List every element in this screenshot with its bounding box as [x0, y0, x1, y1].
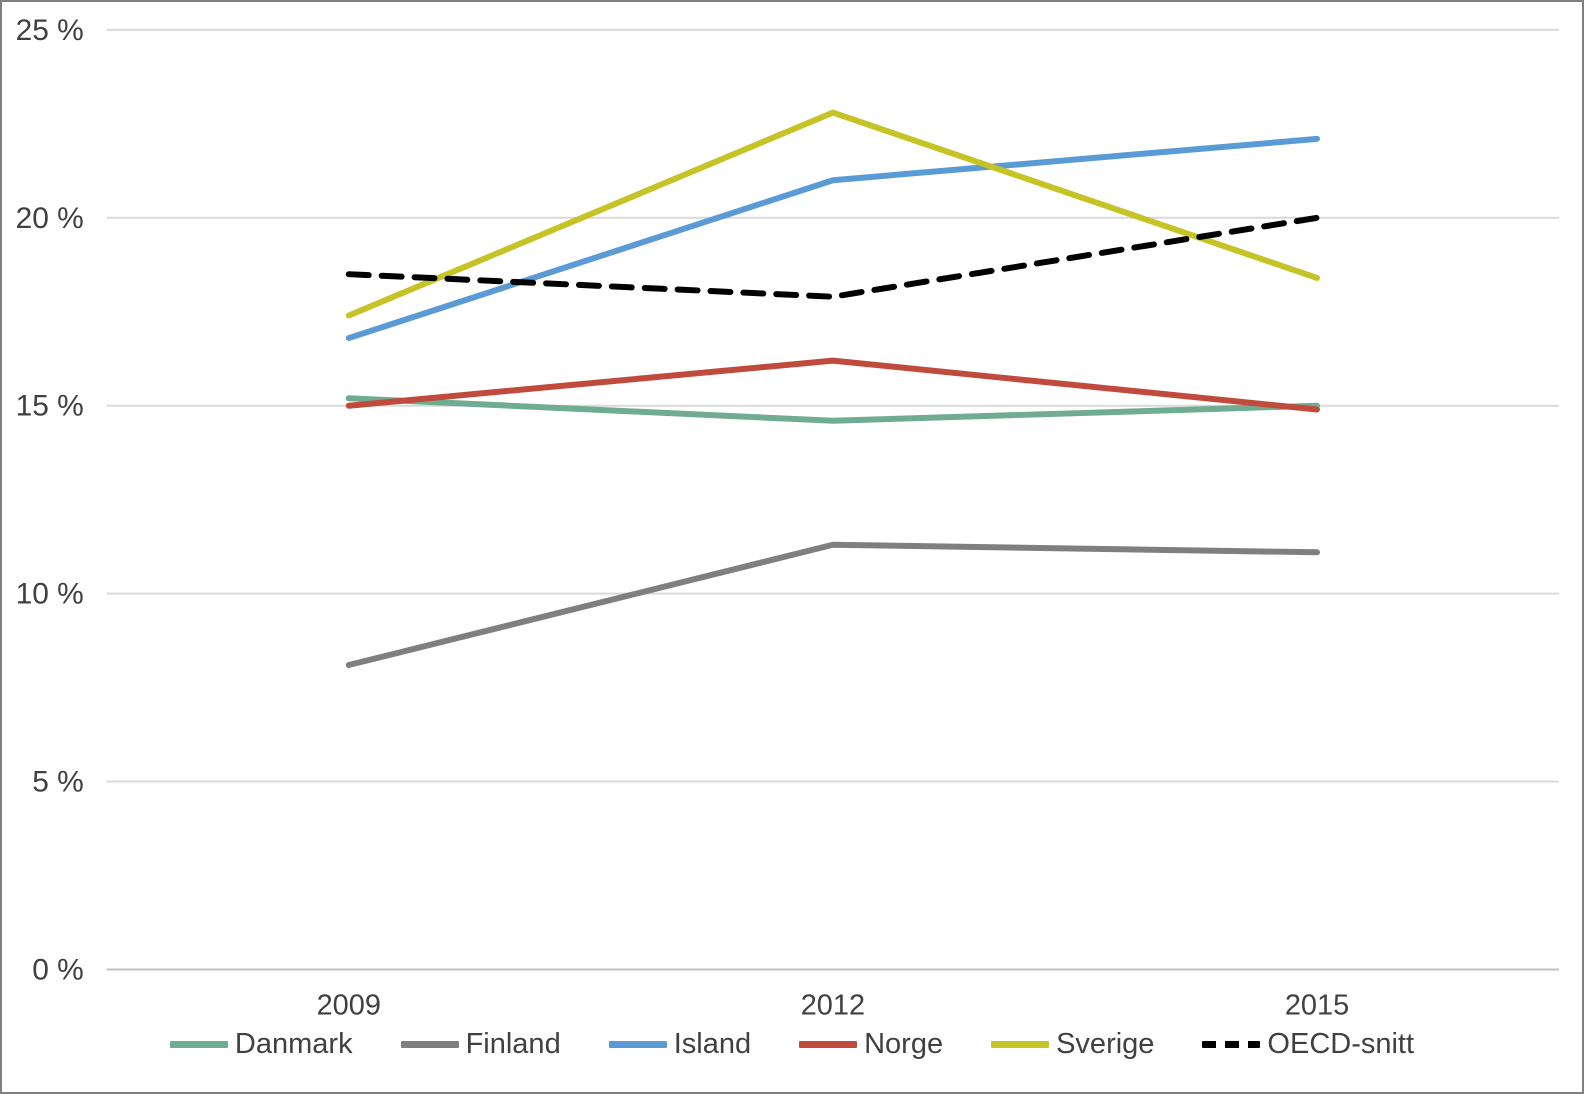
series-line-sverige [345, 109, 1320, 319]
series-line-island [345, 135, 1320, 342]
legend-item-sverige: Sverige [991, 1030, 1154, 1059]
series-line-danmark [345, 395, 1320, 424]
y-tick-label: 5 % [32, 766, 84, 799]
legend-swatch-oecd-snitt [1202, 1041, 1261, 1048]
series-line-oecd-snitt [345, 214, 1320, 300]
y-tick-label: 20 % [16, 202, 84, 235]
legend-item-norge: Norge [799, 1030, 943, 1059]
legend-item-finland: Finland [400, 1028, 561, 1060]
series-line-finland [345, 541, 1320, 669]
x-tick-label: 2012 [801, 989, 865, 1021]
y-tick-label: 0 % [32, 953, 84, 986]
legend-swatch-norge [799, 1041, 858, 1048]
y-tick-label: 10 % [16, 578, 84, 611]
x-tick-label: 2015 [1285, 989, 1349, 1021]
legend-label-island: Island [673, 1028, 752, 1060]
chart-legend: Danmark Finland Island Norge Sverige OECD-sni… [2, 1030, 1582, 1059]
legend-item-oecd-snitt: OECD-snitt [1202, 1030, 1414, 1059]
y-tick-label: 15 % [16, 390, 84, 423]
y-tick-label: 25 % [16, 14, 84, 47]
legend-swatch-island [608, 1041, 667, 1048]
series-line-norge [345, 357, 1320, 413]
legend-label-sverige: Sverige [1056, 1028, 1155, 1060]
legend-swatch-danmark [169, 1041, 228, 1048]
legend-label-danmark: Danmark [234, 1028, 353, 1060]
legend-item-danmark: Danmark [169, 1028, 353, 1060]
legend-label-finland: Finland [465, 1028, 561, 1060]
x-tick-label: 2009 [317, 989, 381, 1021]
legend-item-island: Island [608, 1028, 752, 1060]
legend-swatch-sverige [991, 1041, 1050, 1048]
legend-label-norge: Norge [864, 1028, 944, 1060]
legend-swatch-finland [400, 1041, 459, 1048]
legend-label-oecd-snitt: OECD-snitt [1267, 1028, 1415, 1060]
